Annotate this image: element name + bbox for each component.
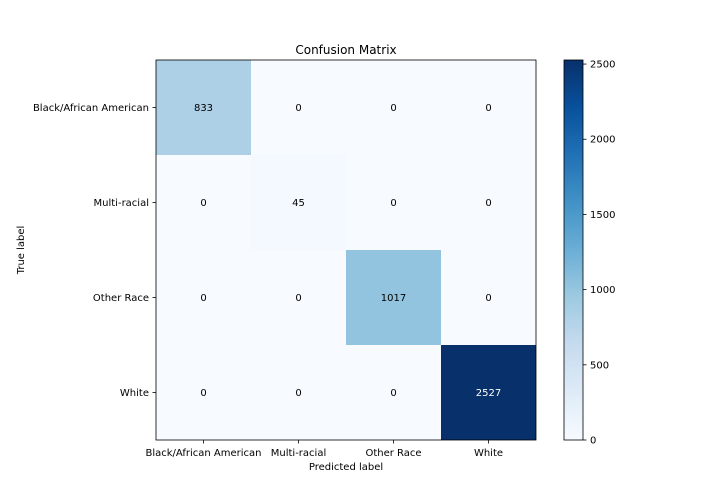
x-tick-label: Black/African American <box>145 448 261 459</box>
y-axis-ticks: Black/African American Multi-racial Other … <box>33 103 156 399</box>
cell-value-label: 0 <box>485 103 491 114</box>
colorbar-ticks: 0 500 1000 1500 2000 2500 <box>583 60 615 447</box>
cell-value-label: 0 <box>295 103 301 114</box>
cell-value-labels: 833 0 0 0 0 45 0 0 0 0 1017 0 0 0 0 2527 <box>194 103 501 399</box>
heatmap-cell <box>251 345 346 440</box>
cell-value-label: 1017 <box>381 293 406 304</box>
cell-value-label: 0 <box>390 388 396 399</box>
colorbar-tick-label: 1500 <box>590 210 615 221</box>
cell-value-label: 45 <box>292 198 305 209</box>
cell-value-label: 0 <box>485 293 491 304</box>
heatmap-cell <box>346 60 441 155</box>
heatmap-cell <box>441 60 536 155</box>
heatmap-cells <box>156 60 536 440</box>
x-tick-label: Other Race <box>365 448 421 459</box>
heatmap-cell <box>251 155 346 250</box>
heatmap-cell <box>156 60 251 155</box>
heatmap-cell <box>441 155 536 250</box>
colorbar-tick-label: 2000 <box>590 135 615 146</box>
colorbar-tick-label: 500 <box>590 360 609 371</box>
cell-value-label: 0 <box>295 388 301 399</box>
heatmap-cell <box>346 155 441 250</box>
cell-value-label: 0 <box>295 293 301 304</box>
cell-value-label: 0 <box>200 388 206 399</box>
cell-value-label: 0 <box>390 103 396 114</box>
cell-value-label: 0 <box>390 198 396 209</box>
heatmap-cell <box>156 155 251 250</box>
colorbar <box>563 59 584 441</box>
cell-value-label: 2527 <box>476 388 501 399</box>
cell-value-label: 0 <box>200 293 206 304</box>
y-tick-label: Multi-racial <box>94 198 149 209</box>
colorbar-tick-label: 1000 <box>590 285 615 296</box>
colorbar-tick-label: 2500 <box>590 60 615 71</box>
heatmap-cell <box>156 345 251 440</box>
x-axis-ticks: Black/African American Multi-racial Other … <box>145 440 503 459</box>
cell-value-label: 0 <box>485 198 491 209</box>
y-tick-label: Other Race <box>93 293 149 304</box>
heatmap-cell <box>251 250 346 345</box>
chart-title: Confusion Matrix <box>295 43 396 57</box>
y-tick-label: Black/African American <box>33 103 149 114</box>
x-tick-label: White <box>474 448 503 459</box>
cell-value-label: 0 <box>200 198 206 209</box>
plot-frame <box>155 59 537 441</box>
heatmap-cell <box>156 250 251 345</box>
heatmap-cell <box>346 250 441 345</box>
heatmap-cell <box>251 60 346 155</box>
heatmap-cell <box>346 345 441 440</box>
colorbar-tick-label: 0 <box>590 436 596 447</box>
x-axis-label: Predicted label <box>309 462 383 473</box>
y-axis-label: True label <box>16 226 27 276</box>
heatmap-cell <box>441 250 536 345</box>
heatmap-cell <box>441 345 536 440</box>
x-tick-label: Multi-racial <box>271 448 326 459</box>
cell-value-label: 833 <box>194 103 213 114</box>
y-tick-label: White <box>120 388 149 399</box>
